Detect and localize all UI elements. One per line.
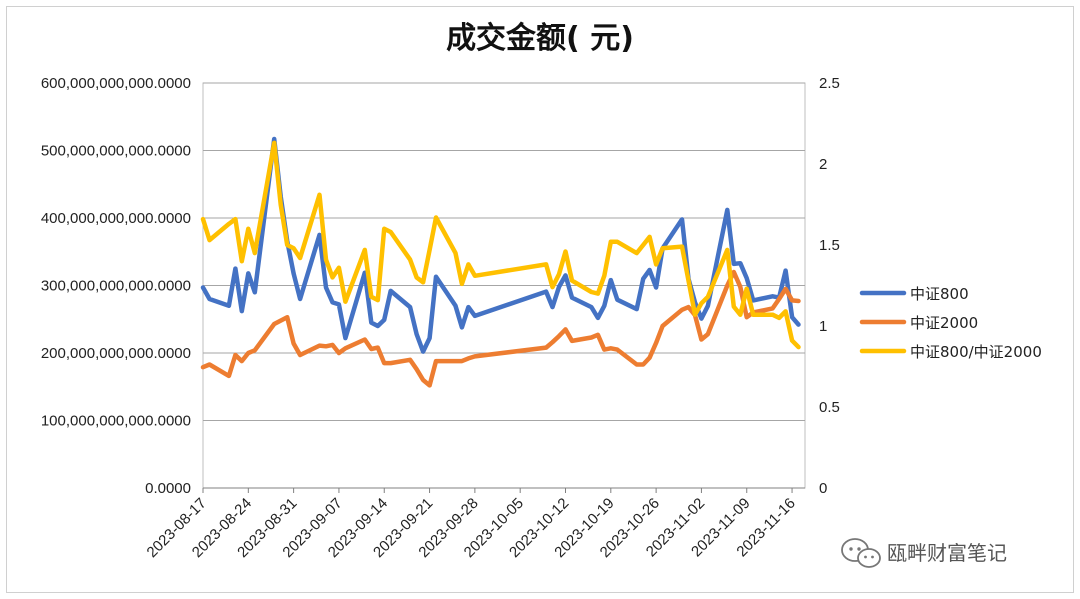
legend-item: 中证2000 (859, 314, 978, 332)
y2-tick-label: 1 (819, 318, 827, 335)
legend: 中证800 中证2000 中证800/中证2000 (859, 285, 1042, 361)
y-tick-label: 0.0000 (145, 480, 191, 497)
left-y-axis: 0.0000 100,000,000,000.0000 200,000,000,00… (41, 75, 191, 497)
legend-item: 中证800/中证2000 (859, 343, 1042, 361)
y2-tick-label: 1.5 (819, 237, 840, 254)
series-lines (200, 136, 801, 388)
chart-frame (6, 6, 1074, 593)
series-line-3 (200, 140, 801, 350)
y-tick-label: 600,000,000,000.0000 (41, 75, 191, 92)
y-tick-label: 200,000,000,000.0000 (41, 345, 191, 362)
y2-tick-label: 0.5 (819, 399, 840, 416)
y-tick-label: 400,000,000,000.0000 (41, 210, 191, 227)
x-axis: 2023-08-172023-08-242023-08-312023-09-07… (144, 487, 805, 561)
legend-label: 中证800/中证2000 (910, 343, 1042, 361)
chart-title: 成交金额( 元) (446, 21, 634, 56)
y-tick-label: 500,000,000,000.0000 (41, 143, 191, 160)
legend-label: 中证2000 (910, 314, 978, 332)
series-line-1 (200, 136, 801, 354)
legend-item: 中证800 (859, 285, 969, 303)
series-line-2 (200, 269, 801, 388)
wechat-icon (841, 538, 881, 568)
y-tick-label: 100,000,000,000.0000 (41, 413, 191, 430)
watermark: 瓯畔财富笔记 (841, 538, 1007, 568)
y2-tick-label: 2 (819, 156, 827, 173)
right-y-axis: 0 0.5 1 1.5 2 2.5 (819, 75, 840, 497)
y2-tick-label: 2.5 (819, 75, 840, 92)
y-tick-label: 300,000,000,000.0000 (41, 278, 191, 295)
y2-tick-label: 0 (819, 480, 827, 497)
legend-label: 中证800 (910, 285, 969, 303)
watermark-text: 瓯畔财富笔记 (887, 541, 1007, 565)
